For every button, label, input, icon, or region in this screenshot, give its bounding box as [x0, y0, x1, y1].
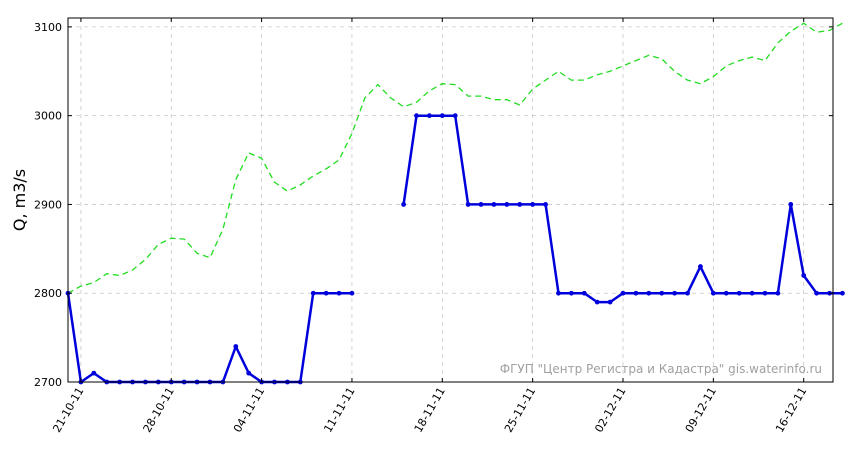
data-point — [633, 290, 639, 296]
data-point — [504, 202, 510, 207]
y-axis-label: Q, m3/s — [10, 169, 29, 231]
data-point — [749, 290, 755, 296]
y-tick-label: 3100 — [34, 21, 62, 34]
y-tick-label: 2800 — [34, 287, 62, 300]
data-point — [556, 290, 561, 296]
data-point — [814, 290, 820, 296]
data-point — [517, 202, 523, 207]
data-point — [801, 273, 807, 278]
data-point — [336, 290, 342, 296]
series-line-dashed — [67, 22, 843, 294]
y-tick-label: 2700 — [34, 376, 62, 389]
data-point — [530, 202, 536, 207]
y-tick-label: 2900 — [34, 198, 62, 211]
data-point — [91, 370, 97, 376]
data-point — [698, 264, 703, 269]
data-point — [310, 290, 316, 296]
data-point — [788, 202, 794, 207]
plot-frame — [67, 17, 834, 383]
data-point — [323, 290, 329, 296]
data-point — [491, 202, 497, 207]
data-point — [439, 113, 445, 119]
watermark: ФГУП "Центр Регистра и Кадастра" gis.wat… — [500, 362, 822, 376]
data-point — [452, 113, 458, 119]
data-point — [581, 290, 587, 296]
data-point — [233, 344, 239, 349]
data-point — [723, 290, 729, 296]
data-point — [672, 290, 678, 296]
data-point — [568, 290, 574, 296]
data-point — [246, 370, 252, 376]
data-point — [401, 202, 406, 207]
data-point — [594, 299, 600, 305]
data-point — [762, 290, 768, 296]
data-point — [620, 290, 626, 296]
data-point — [685, 290, 690, 296]
data-point — [710, 290, 716, 296]
data-point — [426, 113, 432, 119]
data-point — [659, 290, 665, 296]
data-point — [775, 290, 781, 296]
data-point — [349, 290, 355, 296]
data-point — [607, 299, 613, 305]
data-point — [465, 202, 471, 207]
y-tick-label: 3000 — [34, 110, 62, 123]
data-point — [840, 290, 845, 296]
data-point — [478, 202, 484, 207]
data-point — [736, 290, 742, 296]
data-point — [646, 290, 652, 296]
data-point — [543, 202, 548, 207]
data-point — [414, 113, 419, 119]
